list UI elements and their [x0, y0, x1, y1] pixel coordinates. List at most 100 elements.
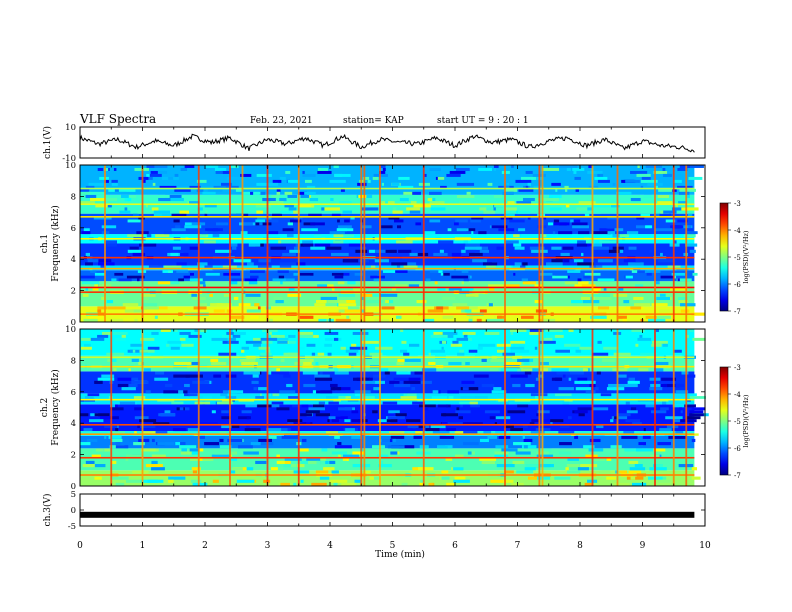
- spectrum-cell: [413, 204, 431, 208]
- spectrum-cell: [142, 431, 161, 434]
- spectrum-cell: [283, 278, 295, 282]
- spectrum-cell: [207, 188, 223, 192]
- spectrum-cell: [218, 352, 237, 356]
- spectrum-cell: [555, 349, 570, 353]
- spectrum-cell: [373, 278, 380, 282]
- spectrum-cell: [303, 361, 312, 366]
- spectrum-cell: [535, 377, 540, 381]
- spectrum-cell: [381, 358, 397, 362]
- spectrum-cell: [271, 404, 280, 408]
- spectrum-cell: [536, 448, 552, 452]
- spectrum-cell: [510, 374, 528, 378]
- spectrum-cell: [513, 234, 520, 238]
- spectrum-cell: [522, 281, 536, 285]
- spectrum-cell: [564, 185, 569, 189]
- spectrum-cell: [257, 306, 261, 310]
- spectrum-cell: [174, 361, 192, 366]
- spectrum-cell: [522, 425, 528, 429]
- spectrum-cell: [428, 352, 431, 356]
- spectrum-cell: [192, 470, 198, 474]
- spectrum-cell: [176, 270, 189, 273]
- spectrum-cell: [358, 419, 368, 423]
- spectrum-cell: [625, 275, 633, 279]
- spectrum-cell: [231, 246, 237, 250]
- spectrum-cell: [510, 428, 523, 432]
- spectrum-cell: [479, 438, 489, 443]
- y-tick-label: 5: [71, 490, 76, 500]
- spectrum-cell: [333, 240, 344, 244]
- spectrum-cell: [242, 222, 253, 226]
- spectrum-cell: [175, 442, 181, 446]
- impulse-streak: [363, 165, 366, 322]
- spectrum-cell: [111, 278, 117, 282]
- spectrum-cell: [201, 231, 208, 235]
- spectrum-cell: [494, 451, 509, 455]
- spectrum-cell: [231, 243, 238, 247]
- spectrum-cell: [220, 393, 228, 397]
- spectrum-cell: [659, 293, 666, 297]
- spectrum-cell: [200, 329, 207, 332]
- spectrum-cell: [159, 185, 177, 189]
- spectrum-cell: [342, 457, 349, 461]
- spectrum-cell: [660, 252, 663, 257]
- spectrum-cell: [573, 219, 581, 223]
- spectrum-cell: [358, 194, 367, 198]
- spectrum-cell: [650, 383, 664, 388]
- spectrum-cell: [245, 404, 257, 408]
- spectrum-cell: [472, 259, 487, 263]
- spectrum-cell: [299, 315, 314, 319]
- spectrum-cell: [483, 431, 492, 434]
- spectrum-cell: [90, 197, 109, 202]
- spectrum-cell: [221, 182, 232, 186]
- spectrum-cell: [439, 249, 444, 253]
- spectrum-cell: [282, 252, 297, 257]
- spectrum-cell: [88, 182, 104, 186]
- y-tick-label: 8: [71, 192, 76, 202]
- spectrum-cell: [571, 300, 583, 304]
- spectrum-cell: [354, 272, 363, 276]
- spectrum-cell: [124, 207, 128, 211]
- spectrum-cell: [189, 246, 200, 250]
- spectrum-cell: [238, 303, 251, 307]
- spectrum-cell: [287, 179, 300, 183]
- spectrum-cell: [300, 479, 304, 483]
- y-tick-label: 0: [71, 506, 76, 516]
- spectrum-cell: [564, 281, 578, 285]
- spectrum-cell: [599, 240, 617, 244]
- spectrum-cell: [283, 352, 298, 356]
- spectrum-cell: [261, 393, 271, 397]
- spectrum-cell: [141, 448, 159, 452]
- spectrum-cell: [439, 476, 444, 480]
- spectrum-cell: [578, 413, 585, 417]
- spectrum-cell: [610, 419, 614, 423]
- spectrum-cell: [567, 416, 572, 420]
- spectrum-cell: [446, 173, 461, 177]
- spectrum-cell: [586, 368, 590, 372]
- y-tick-label: 8: [71, 356, 76, 366]
- spectrum-cell: [265, 306, 272, 310]
- spectrum-cell: [270, 201, 284, 205]
- spectrum-cell: [228, 390, 244, 394]
- spectrum-cell: [550, 419, 564, 423]
- spectrum-cell: [310, 246, 326, 250]
- spectrum-cell: [581, 284, 596, 288]
- spectrum-cell: [621, 435, 638, 439]
- spectrum-cell: [580, 464, 598, 468]
- spectrum-cell: [504, 188, 518, 192]
- spectrum-cell: [184, 393, 191, 397]
- spectrum-cell: [577, 281, 589, 285]
- spectrum-cell: [635, 343, 639, 347]
- spectrum-cell: [378, 464, 392, 468]
- spectrum-cell: [584, 213, 590, 217]
- spectrum-cell: [503, 284, 520, 288]
- x-tick-label: 0: [77, 541, 83, 551]
- spectrum-cell: [437, 390, 441, 394]
- spectrum-cell: [314, 303, 326, 307]
- spectrum-cell: [115, 337, 126, 341]
- spectrum-cell: [158, 197, 171, 202]
- spectrum-cell: [348, 352, 357, 356]
- spectrum-cell: [381, 225, 393, 229]
- spectrum-cell: [543, 234, 547, 238]
- spectrum-cell: [271, 401, 284, 405]
- spectrum-cell: [334, 173, 351, 177]
